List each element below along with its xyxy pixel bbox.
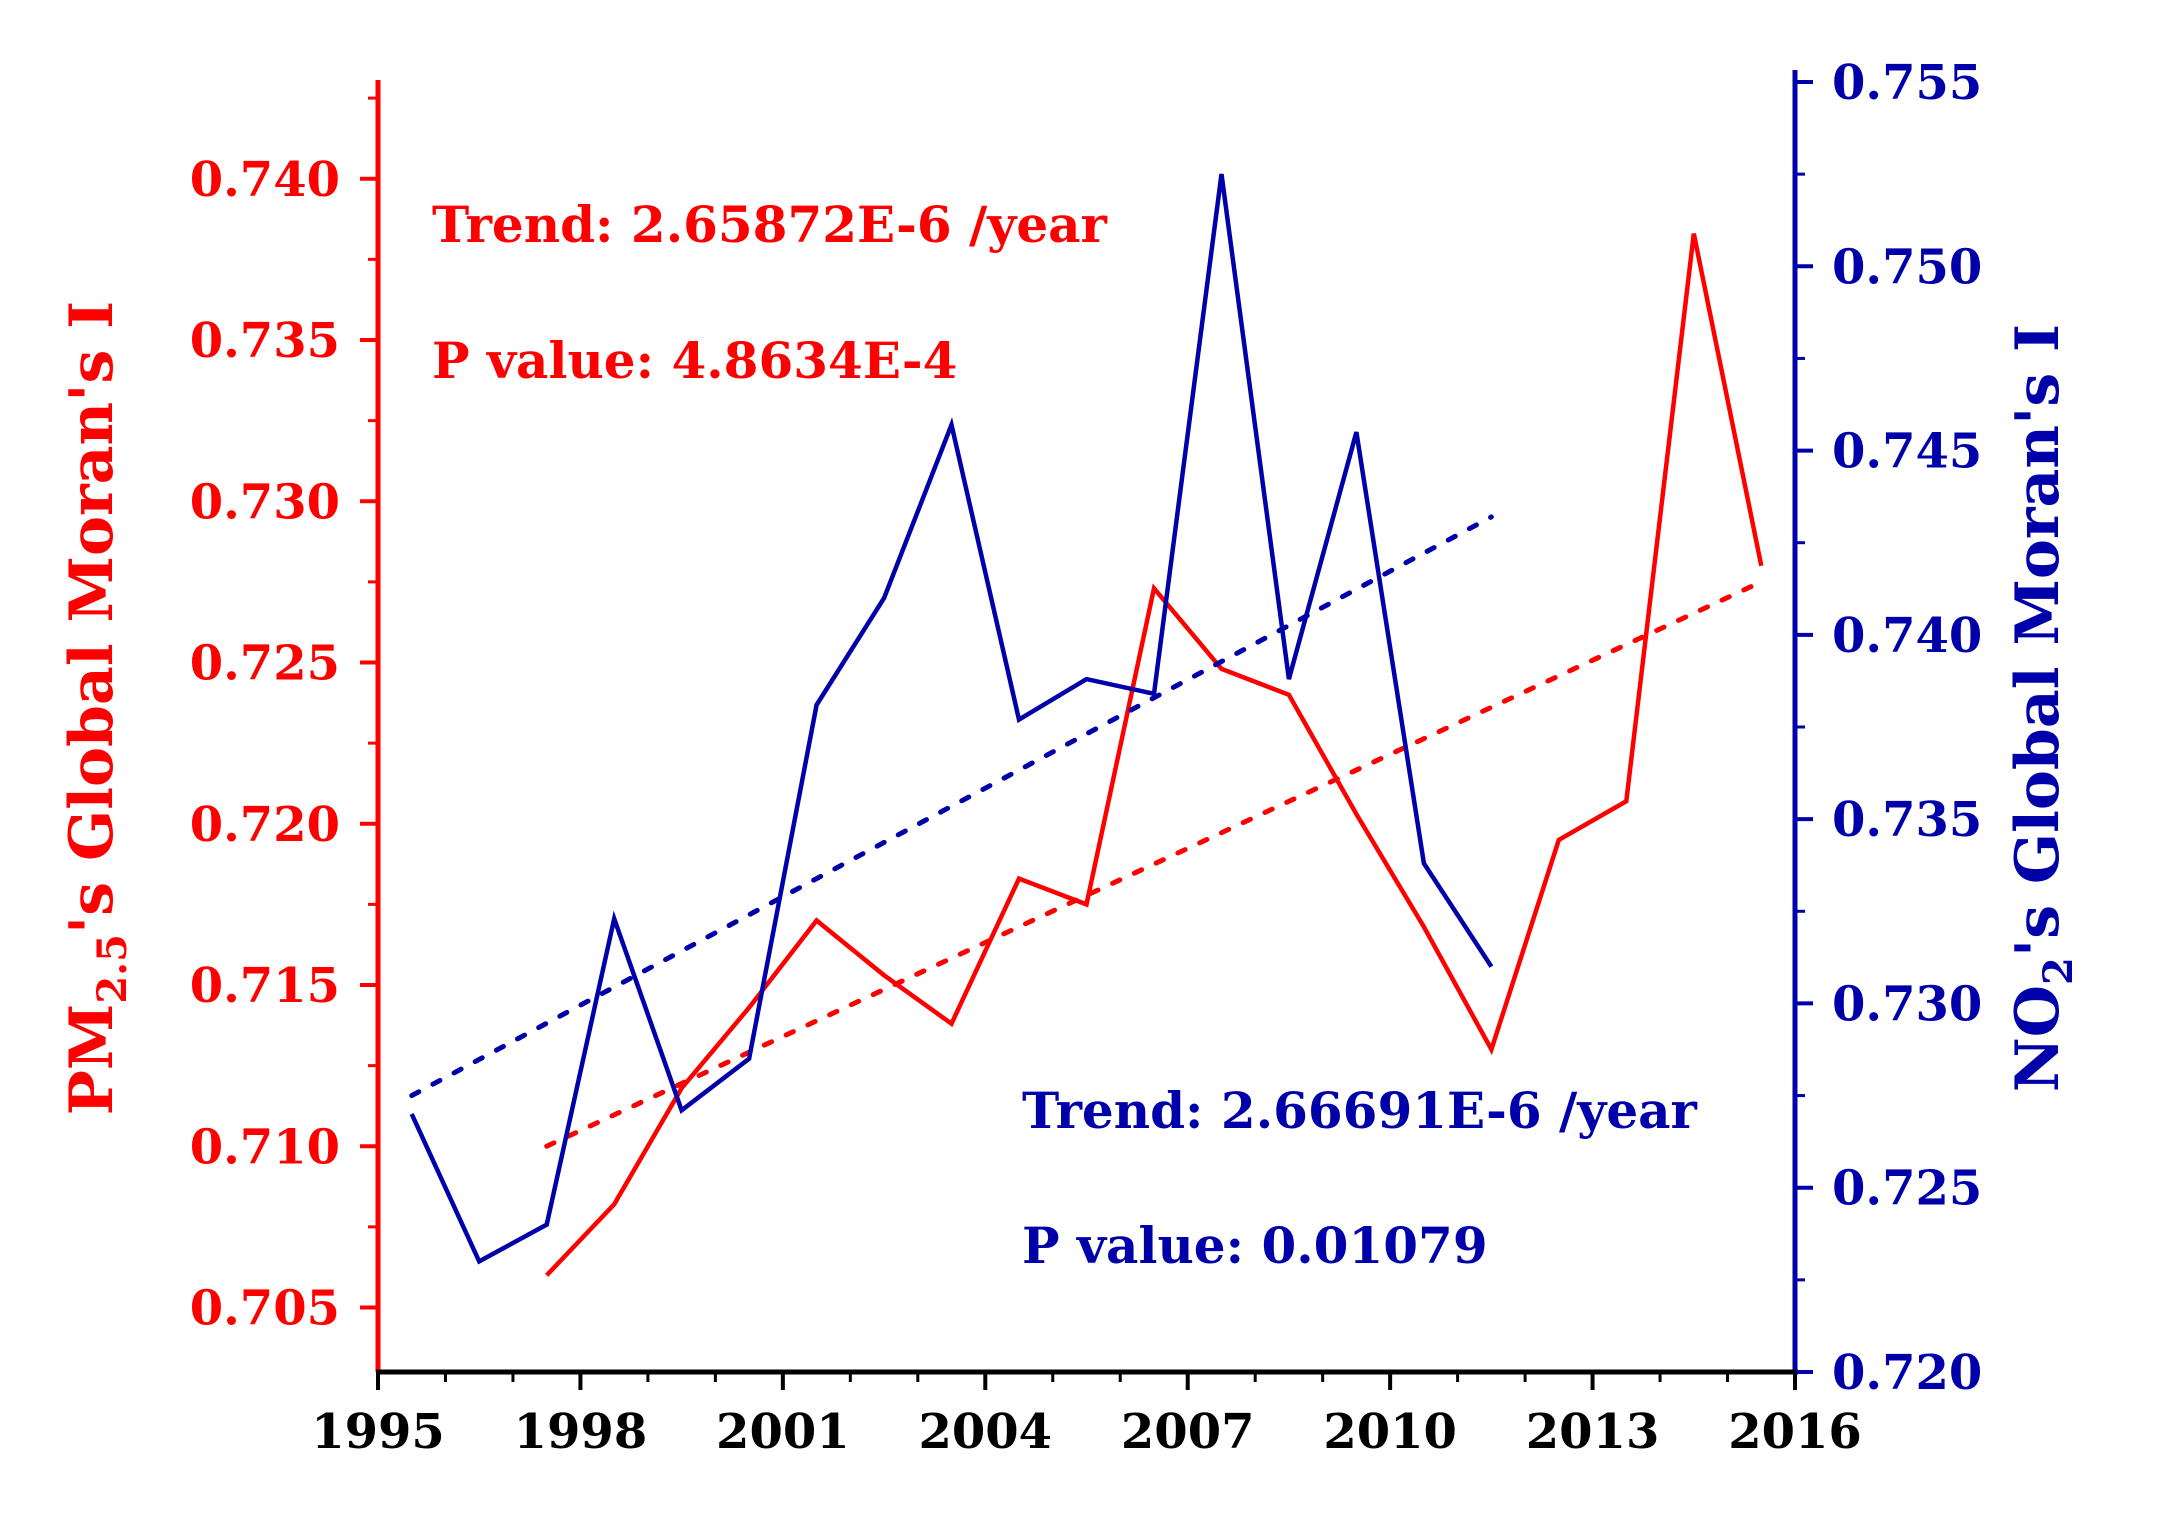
left-tick-label: 0.705 [190,1281,340,1337]
right-tick-label: 0.725 [1832,1161,1982,1217]
right-axis-title-subscript: 2 [2035,957,2082,985]
right-axis-title-main: NO [2003,985,2073,1092]
x-tick-label: 2013 [1526,1404,1660,1460]
left-axis-title: PM2.5's Global Moran's I [57,301,136,1115]
pm25-trend-annotation: Trend: 2.65872E-6 /year [432,195,1108,254]
x-tick-label: 2010 [1323,1404,1457,1460]
right-tick-label: 0.730 [1832,976,1982,1032]
x-tick-label: 2004 [918,1404,1052,1460]
x-tick-label: 2016 [1728,1404,1862,1460]
left-tick-label: 0.730 [190,474,340,530]
x-tick-label: 1998 [514,1404,648,1460]
no2-trend-line [409,514,1494,1099]
left-tick-label: 0.710 [190,1119,340,1175]
right-axis-ticks: 0.720 0.725 0.730 0.735 0.740 0.745 0.750 0.755 [1795,55,1982,1401]
pm25-trend-line [544,579,1764,1149]
series-layer [409,173,1764,1277]
left-axis-title-main: PM [57,1004,127,1116]
x-tick-label: 2007 [1121,1404,1255,1460]
no2-series-line [409,173,1494,1265]
x-tick-label: 1995 [311,1404,445,1460]
right-tick-label: 0.750 [1832,239,1982,295]
left-tick-label: 0.715 [190,958,340,1014]
axes [375,70,1798,1375]
left-axis-ticks: 0.705 0.710 0.715 0.720 0.725 0.730 0.735 0.740 [190,96,378,1337]
left-axis-title-rest: 's Global Moran's I [57,301,127,934]
right-tick-label: 0.720 [1832,1345,1982,1401]
right-tick-label: 0.735 [1832,792,1982,848]
no2-p-value-annotation: P value: 0.01079 [1022,1216,1488,1275]
left-tick-label: 0.740 [190,152,340,208]
left-tick-label: 0.720 [190,797,340,853]
left-tick-label: 0.735 [190,313,340,369]
pm25-series-line [545,233,1764,1277]
right-tick-label: 0.745 [1832,424,1982,480]
right-axis-title-rest: 's Global Moran's I [2003,324,2073,957]
right-tick-label: 0.755 [1832,55,1982,111]
right-axis-title: NO2's Global Moran's I [2003,324,2082,1092]
no2-trend-annotation: Trend: 2.66691E-6 /year [1022,1081,1698,1140]
right-tick-label: 0.740 [1832,608,1982,664]
x-tick-label: 2001 [716,1404,850,1460]
pm25-p-value-annotation: P value: 4.8634E-4 [432,331,957,390]
left-axis-title-subscript: 2.5 [89,934,136,1004]
x-axis-ticks: 1995 1998 2001 2004 2007 2010 2013 2016 [311,1372,1862,1460]
left-tick-label: 0.725 [190,636,340,692]
